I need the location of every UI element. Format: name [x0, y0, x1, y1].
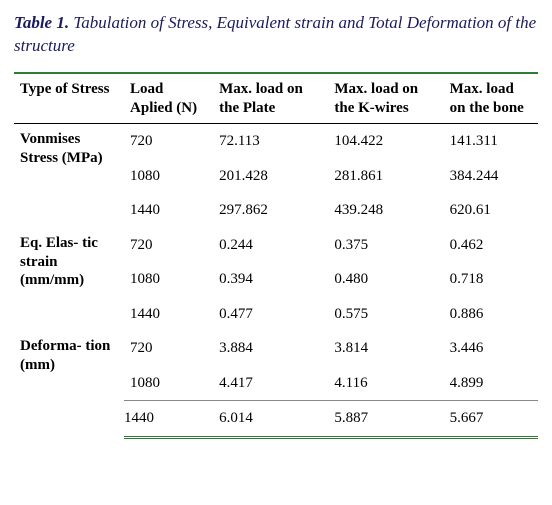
- cell-load: 1440: [124, 193, 213, 228]
- cell-plate: 0.394: [213, 262, 328, 297]
- cell-bone: 620.61: [444, 193, 538, 228]
- cell-load: 720: [124, 124, 213, 159]
- stress-table: Type of Stress Load Aplied (N) Max. load…: [14, 72, 538, 439]
- cell-plate: 4.417: [213, 366, 328, 401]
- cell-kwire: 439.248: [328, 193, 443, 228]
- table-row: Eq. Elas- tic strain (mm/mm) 720 0.244 0…: [14, 228, 538, 263]
- col-header-plate: Max. load on the Plate: [213, 73, 328, 124]
- cell-load: 1440: [124, 297, 213, 332]
- cell-bone: 5.667: [444, 401, 538, 438]
- cell-kwire: 104.422: [328, 124, 443, 159]
- caption-text: Tabulation of Stress, Equivalent strain …: [14, 13, 536, 55]
- col-header-load: Load Aplied (N): [124, 73, 213, 124]
- cell-kwire: 281.861: [328, 159, 443, 194]
- cell-load: 720: [124, 331, 213, 366]
- group-label: Vonmises Stress (MPa): [14, 124, 124, 228]
- group-label: Deforma- tion (mm): [14, 331, 124, 437]
- cell-bone: 3.446: [444, 331, 538, 366]
- cell-load: 720: [124, 228, 213, 263]
- cell-load: 1080: [124, 159, 213, 194]
- cell-plate: 3.884: [213, 331, 328, 366]
- cell-load: 1080: [124, 262, 213, 297]
- cell-load: 1080: [124, 366, 213, 401]
- table-row: Vonmises Stress (MPa) 720 72.113 104.422…: [14, 124, 538, 159]
- cell-bone: 0.886: [444, 297, 538, 332]
- col-header-kwire: Max. load on the K-wires: [328, 73, 443, 124]
- cell-plate: 0.244: [213, 228, 328, 263]
- table-row: Deforma- tion (mm) 720 3.884 3.814 3.446: [14, 331, 538, 366]
- cell-load: 1440: [124, 401, 213, 438]
- col-header-bone: Max. load on the bone: [444, 73, 538, 124]
- header-row: Type of Stress Load Aplied (N) Max. load…: [14, 73, 538, 124]
- cell-kwire: 0.375: [328, 228, 443, 263]
- cell-kwire: 5.887: [328, 401, 443, 438]
- cell-plate: 6.014: [213, 401, 328, 438]
- cell-plate: 201.428: [213, 159, 328, 194]
- cell-bone: 0.718: [444, 262, 538, 297]
- cell-bone: 141.311: [444, 124, 538, 159]
- cell-bone: 0.462: [444, 228, 538, 263]
- caption-lead: Table 1.: [14, 13, 69, 32]
- group-label: Eq. Elas- tic strain (mm/mm): [14, 228, 124, 332]
- cell-kwire: 0.575: [328, 297, 443, 332]
- col-header-type: Type of Stress: [14, 73, 124, 124]
- cell-kwire: 4.116: [328, 366, 443, 401]
- cell-plate: 72.113: [213, 124, 328, 159]
- cell-plate: 297.862: [213, 193, 328, 228]
- cell-bone: 4.899: [444, 366, 538, 401]
- table-caption: Table 1. Tabulation of Stress, Equivalen…: [14, 12, 538, 58]
- cell-kwire: 0.480: [328, 262, 443, 297]
- cell-bone: 384.244: [444, 159, 538, 194]
- cell-plate: 0.477: [213, 297, 328, 332]
- cell-kwire: 3.814: [328, 331, 443, 366]
